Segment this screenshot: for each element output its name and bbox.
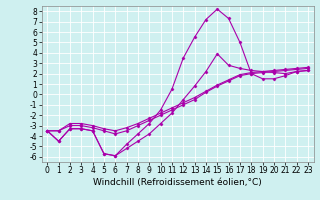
- X-axis label: Windchill (Refroidissement éolien,°C): Windchill (Refroidissement éolien,°C): [93, 178, 262, 187]
